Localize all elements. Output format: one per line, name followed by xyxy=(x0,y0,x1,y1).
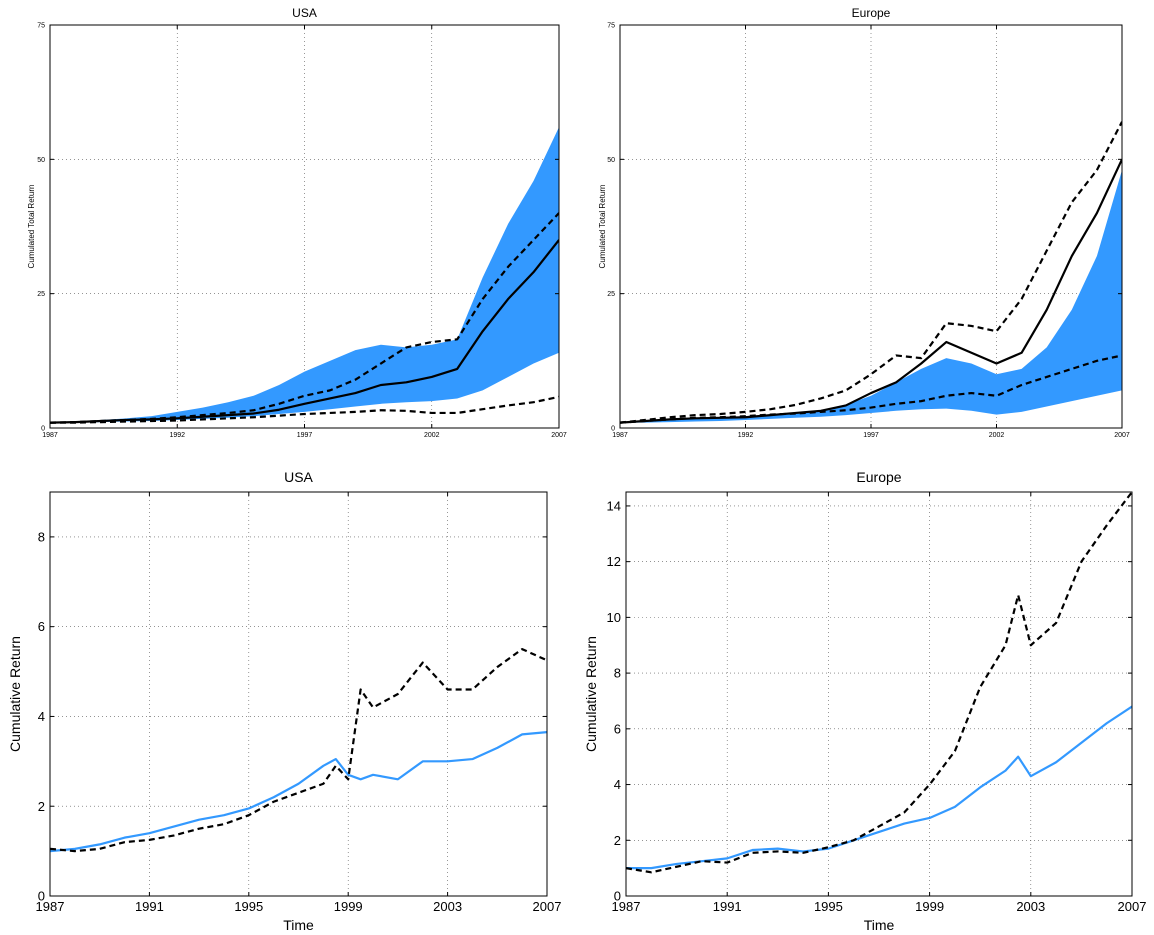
x-tick-label: 1987 xyxy=(36,899,65,914)
y-tick-label: 0 xyxy=(614,889,621,904)
y-tick-label: 75 xyxy=(607,22,615,29)
series-line-2 xyxy=(50,648,547,853)
y-tick-label: 0 xyxy=(611,425,615,432)
series-line-3 xyxy=(50,395,559,424)
x-tick-label: 1995 xyxy=(234,899,263,914)
y-axis-label: Cumulated Total Return xyxy=(27,185,36,269)
x-tick-label: 1999 xyxy=(334,899,363,914)
x-axis-label: Time xyxy=(864,917,895,933)
y-tick-label: 12 xyxy=(607,554,621,569)
confidence-band xyxy=(620,170,1122,423)
y-axis-label: Cumulative Return xyxy=(583,636,599,752)
x-tick-label: 2007 xyxy=(533,899,562,914)
y-tick-label: 2 xyxy=(614,833,621,848)
series-line-1 xyxy=(626,705,1132,870)
plot-content xyxy=(50,127,559,424)
y-axis-label: Cumulative Return xyxy=(7,636,23,752)
x-tick-label: 1991 xyxy=(713,899,742,914)
chart-panel-2: 1987 1992 1997 2002 2007 0 25 50 75 Europe Cumulat… xyxy=(598,6,1130,439)
series-line-3 xyxy=(620,354,1122,424)
plot-content xyxy=(620,121,1122,424)
plot-area xyxy=(50,492,547,896)
series-line-2 xyxy=(620,121,1122,424)
chart-title: Europe xyxy=(856,469,901,485)
y-tick-label: 50 xyxy=(607,157,615,164)
series-line-2 xyxy=(50,212,559,424)
y-tick-label: 10 xyxy=(607,610,621,625)
y-tick-label: 8 xyxy=(38,529,45,544)
plot-frame xyxy=(49,491,548,897)
x-tick-label: 2007 xyxy=(551,432,567,439)
plot-content xyxy=(626,492,1132,874)
plot-content xyxy=(50,648,547,853)
plot-frame xyxy=(625,491,1133,897)
confidence-band xyxy=(50,127,559,423)
y-tick-label: 50 xyxy=(37,157,45,164)
y-tick-label: 25 xyxy=(607,291,615,298)
x-tick-label: 1997 xyxy=(863,432,879,439)
x-tick-label: 2003 xyxy=(1016,899,1045,914)
chart-panel-4: 1987 1991 1995 1999 2003 2007 0 2 4 6 8 10 12 14 Europ… xyxy=(583,469,1146,933)
x-tick-label: 2007 xyxy=(1114,432,1130,439)
y-tick-label: 25 xyxy=(37,291,45,298)
chart-panel-1: 1987 1992 1997 2002 2007 0 25 50 75 USA Cumulated … xyxy=(27,6,567,439)
series-line-2 xyxy=(626,492,1132,874)
x-tick-label: 1987 xyxy=(612,432,628,439)
chart-title: Europe xyxy=(852,6,891,20)
chart-panel-3: 1987 1991 1995 1999 2003 2007 0 2 4 6 8 USA Cumulati… xyxy=(7,469,561,933)
y-tick-label: 0 xyxy=(41,425,45,432)
x-tick-label: 1991 xyxy=(135,899,164,914)
y-tick-label: 2 xyxy=(38,799,45,814)
y-tick-label: 6 xyxy=(38,619,45,634)
x-tick-label: 1997 xyxy=(297,432,313,439)
y-tick-label: 75 xyxy=(37,22,45,29)
chart-title: USA xyxy=(284,469,313,485)
x-tick-label: 2002 xyxy=(424,432,440,439)
chart-title: USA xyxy=(292,6,317,20)
x-tick-label: 1995 xyxy=(814,899,843,914)
x-tick-label: 2003 xyxy=(433,899,462,914)
x-axis-label: Time xyxy=(283,917,314,933)
y-tick-label: 4 xyxy=(614,777,621,792)
y-tick-label: 8 xyxy=(614,666,621,681)
x-tick-label: 1987 xyxy=(42,432,58,439)
y-axis-label: Cumulated Total Return xyxy=(598,185,607,269)
series-line-1 xyxy=(50,731,547,853)
y-tick-label: 14 xyxy=(607,498,621,513)
y-tick-label: 4 xyxy=(38,709,45,724)
x-tick-label: 1992 xyxy=(169,432,185,439)
x-tick-label: 2002 xyxy=(989,432,1005,439)
x-tick-label: 1992 xyxy=(738,432,754,439)
y-tick-label: 0 xyxy=(38,889,45,904)
x-tick-label: 2007 xyxy=(1118,899,1147,914)
x-tick-label: 1987 xyxy=(612,899,641,914)
plot-area xyxy=(626,492,1132,896)
x-tick-label: 1999 xyxy=(915,899,944,914)
y-tick-label: 6 xyxy=(614,721,621,736)
